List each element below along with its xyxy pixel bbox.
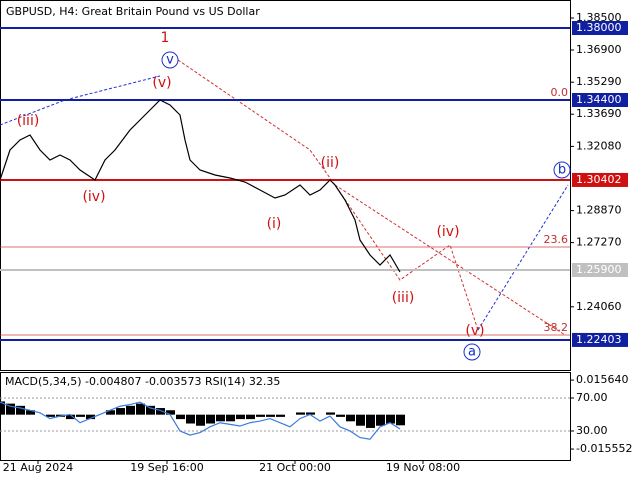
level-label: 1.30402 bbox=[576, 173, 622, 186]
macd-bar bbox=[396, 414, 405, 426]
wave-label: (ii) bbox=[321, 155, 340, 171]
fib-label: 38.2 bbox=[544, 321, 569, 334]
main-frame bbox=[0, 0, 571, 371]
wave-label: (iv) bbox=[436, 224, 459, 240]
macd-bar bbox=[16, 405, 25, 415]
y-tick-label: 70.00 bbox=[576, 391, 608, 404]
macd-bar bbox=[0, 401, 5, 415]
macd-bar bbox=[26, 410, 35, 415]
y-tick-label: 1.32080 bbox=[576, 139, 622, 152]
macd-bar bbox=[256, 414, 265, 417]
macd-bar bbox=[86, 414, 95, 420]
wave-circle bbox=[161, 51, 179, 69]
y-tick-label: 30.00 bbox=[576, 424, 608, 437]
macd-bar bbox=[166, 410, 175, 415]
macd-bar bbox=[46, 414, 55, 417]
level-label: 1.34400 bbox=[576, 93, 622, 106]
fib-label: 23.6 bbox=[544, 233, 569, 246]
macd-bar bbox=[366, 414, 375, 428]
wave-label: (i) bbox=[267, 216, 282, 232]
y-tick-label: 1.35290 bbox=[576, 75, 622, 88]
wave-label: (v) bbox=[152, 75, 171, 91]
macd-bar bbox=[186, 414, 195, 424]
wave-lines bbox=[0, 59, 569, 336]
indicator-frame bbox=[0, 372, 571, 461]
macd-bar bbox=[176, 414, 185, 420]
y-tick-label: 0.015640 bbox=[576, 373, 629, 386]
macd-bar bbox=[276, 414, 285, 417]
x-tick-label: 19 Sep 16:00 bbox=[130, 461, 203, 474]
chart-title: GBPUSD, H4: Great Britain Pound vs US Do… bbox=[6, 5, 260, 18]
macd-bar bbox=[196, 414, 205, 426]
wave-label: a bbox=[468, 345, 476, 360]
rsi-line bbox=[0, 401, 401, 440]
level-label: 1.25900 bbox=[576, 263, 622, 276]
macd-bar bbox=[106, 410, 115, 415]
x-tick-label: 21 Oct 00:00 bbox=[259, 461, 331, 474]
wave-label: b bbox=[558, 163, 566, 178]
macd-bar bbox=[226, 414, 235, 422]
macd-bar bbox=[296, 412, 305, 415]
wave-label: (iv) bbox=[82, 189, 105, 205]
macd-bar bbox=[76, 414, 85, 417]
macd-bar bbox=[336, 414, 345, 417]
macd-bar bbox=[206, 414, 215, 424]
y-tick-label: -0.015552 bbox=[576, 442, 632, 455]
macd-bar bbox=[136, 403, 145, 415]
macd-bar bbox=[126, 405, 135, 415]
macd-bar bbox=[116, 408, 125, 415]
macd-bar bbox=[216, 414, 225, 422]
wave-label: (iii) bbox=[17, 113, 40, 129]
macd-bar bbox=[386, 414, 395, 424]
macd-bar bbox=[266, 414, 275, 417]
macd-bar bbox=[356, 414, 365, 426]
y-tick-label: 1.28870 bbox=[576, 204, 622, 217]
macd-bar bbox=[146, 405, 155, 415]
wave-label: v bbox=[166, 53, 174, 68]
wave-label: (iii) bbox=[392, 290, 415, 306]
y-tick-label: 1.24060 bbox=[576, 300, 622, 313]
wave-label: (v) bbox=[465, 323, 484, 339]
wave-circle bbox=[553, 161, 571, 179]
y-tick-label: 1.33690 bbox=[576, 107, 622, 120]
level-label: 1.22403 bbox=[576, 333, 622, 346]
y-tick-label: 1.38500 bbox=[576, 11, 622, 24]
level-box bbox=[572, 172, 628, 187]
macd-bar bbox=[326, 412, 335, 415]
y-tick-label: 1.27270 bbox=[576, 236, 622, 249]
macd-bar bbox=[246, 414, 255, 420]
macd-bar bbox=[156, 408, 165, 415]
indicator-title: MACD(5,34,5) -0.004807 -0.003573 RSI(14)… bbox=[5, 375, 280, 388]
macd-bar bbox=[306, 412, 315, 415]
wave-circle bbox=[463, 343, 481, 361]
level-box bbox=[572, 21, 628, 35]
level-box bbox=[572, 93, 628, 107]
price-line bbox=[0, 99, 401, 273]
level-label: 1.38000 bbox=[576, 21, 622, 34]
macd-bar bbox=[376, 414, 385, 426]
fib-label: 0.0 bbox=[551, 86, 569, 99]
y-tick-label: 1.36900 bbox=[576, 43, 622, 56]
wave-label: 1 bbox=[161, 30, 170, 46]
x-tick-label: 21 Aug 2024 bbox=[3, 461, 73, 474]
macd-bar bbox=[6, 403, 15, 415]
macd-bar bbox=[236, 414, 245, 420]
macd-bar bbox=[66, 414, 75, 420]
level-box bbox=[572, 263, 628, 277]
x-tick-label: 19 Nov 08:00 bbox=[386, 461, 460, 474]
macd-bar bbox=[346, 414, 355, 422]
level-box bbox=[572, 332, 628, 347]
